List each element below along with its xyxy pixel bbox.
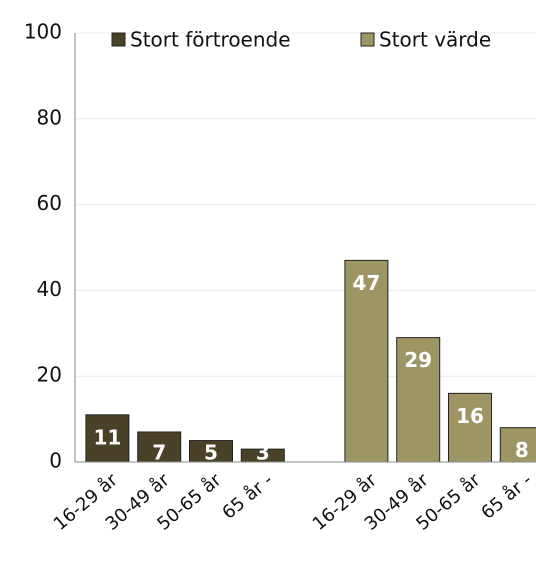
data-label: 8 [515,438,529,462]
data-label: 47 [352,271,380,295]
data-label: 29 [404,348,432,372]
y-tick-label: 40 [37,277,62,301]
legend-label: Stort värde [379,28,491,52]
y-tick-label: 20 [37,363,62,387]
bar [344,259,389,463]
legend-swatch [111,32,126,47]
y-tick-label: 0 [49,449,62,473]
y-tick-label: 80 [37,105,62,129]
data-label: 11 [93,425,121,449]
legend-label: Stort förtroende [130,28,291,52]
bar [137,431,182,463]
data-label: 5 [204,441,218,465]
data-label: 16 [456,404,484,428]
x-tick-label: 65 år - [477,470,536,524]
bar [85,414,130,463]
y-tick-label: 100 [24,20,62,44]
bar [396,337,441,463]
y-tick-label: 60 [37,191,62,215]
data-label: 7 [152,441,166,465]
x-tick-label: 65 år - [218,470,277,524]
bar [448,392,492,463]
data-label: 3 [256,441,270,465]
legend-swatch [360,32,375,47]
